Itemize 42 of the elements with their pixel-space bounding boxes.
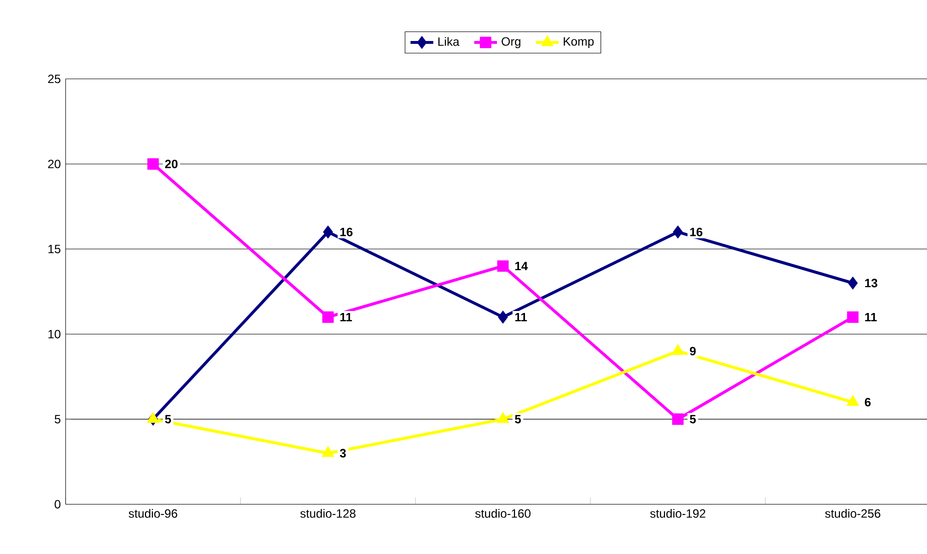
point bbox=[846, 395, 859, 406]
data-label: 5 bbox=[690, 414, 696, 424]
point bbox=[672, 226, 683, 238]
x-tick-label: studio-96 bbox=[128, 508, 178, 518]
x-tick-label: studio-192 bbox=[650, 508, 706, 518]
point bbox=[498, 310, 508, 324]
data-label: 20 bbox=[165, 160, 178, 168]
y-tick-label: 25 bbox=[48, 74, 60, 84]
y-tick-label: 15 bbox=[48, 244, 60, 254]
point bbox=[323, 226, 333, 238]
data-label: 14 bbox=[515, 262, 528, 270]
y-tick-label: 0 bbox=[54, 500, 60, 508]
data-label: 13 bbox=[865, 278, 878, 288]
legend-label: Org bbox=[502, 37, 520, 48]
point bbox=[322, 446, 334, 457]
point bbox=[322, 311, 334, 323]
y-tick-label: 10 bbox=[48, 330, 60, 338]
data-label: 11 bbox=[865, 312, 877, 322]
point bbox=[848, 276, 858, 290]
data-label: 5 bbox=[514, 414, 521, 424]
data-label: 16 bbox=[690, 228, 702, 236]
data-label: 11 bbox=[340, 312, 352, 322]
point bbox=[497, 260, 509, 272]
y-tick-label: 5 bbox=[54, 414, 60, 424]
data-label: 16 bbox=[340, 228, 353, 236]
legend-label: Lika bbox=[438, 37, 460, 46]
legend-label: Komp bbox=[564, 37, 594, 48]
data-label: 9 bbox=[690, 346, 696, 356]
point bbox=[496, 412, 510, 423]
point bbox=[672, 413, 684, 425]
data-label: 6 bbox=[864, 398, 871, 406]
data-label: 11 bbox=[515, 312, 527, 322]
point bbox=[147, 158, 159, 170]
point bbox=[847, 311, 859, 323]
point bbox=[672, 344, 684, 355]
data-label: 3 bbox=[340, 448, 346, 458]
x-tick-label: studio-128 bbox=[300, 508, 356, 518]
x-tick-label: studio-256 bbox=[825, 508, 880, 518]
x-tick-label: studio-160 bbox=[475, 508, 530, 518]
data-label: 5 bbox=[165, 414, 172, 424]
y-tick-label: 20 bbox=[48, 160, 60, 168]
point bbox=[146, 412, 160, 423]
